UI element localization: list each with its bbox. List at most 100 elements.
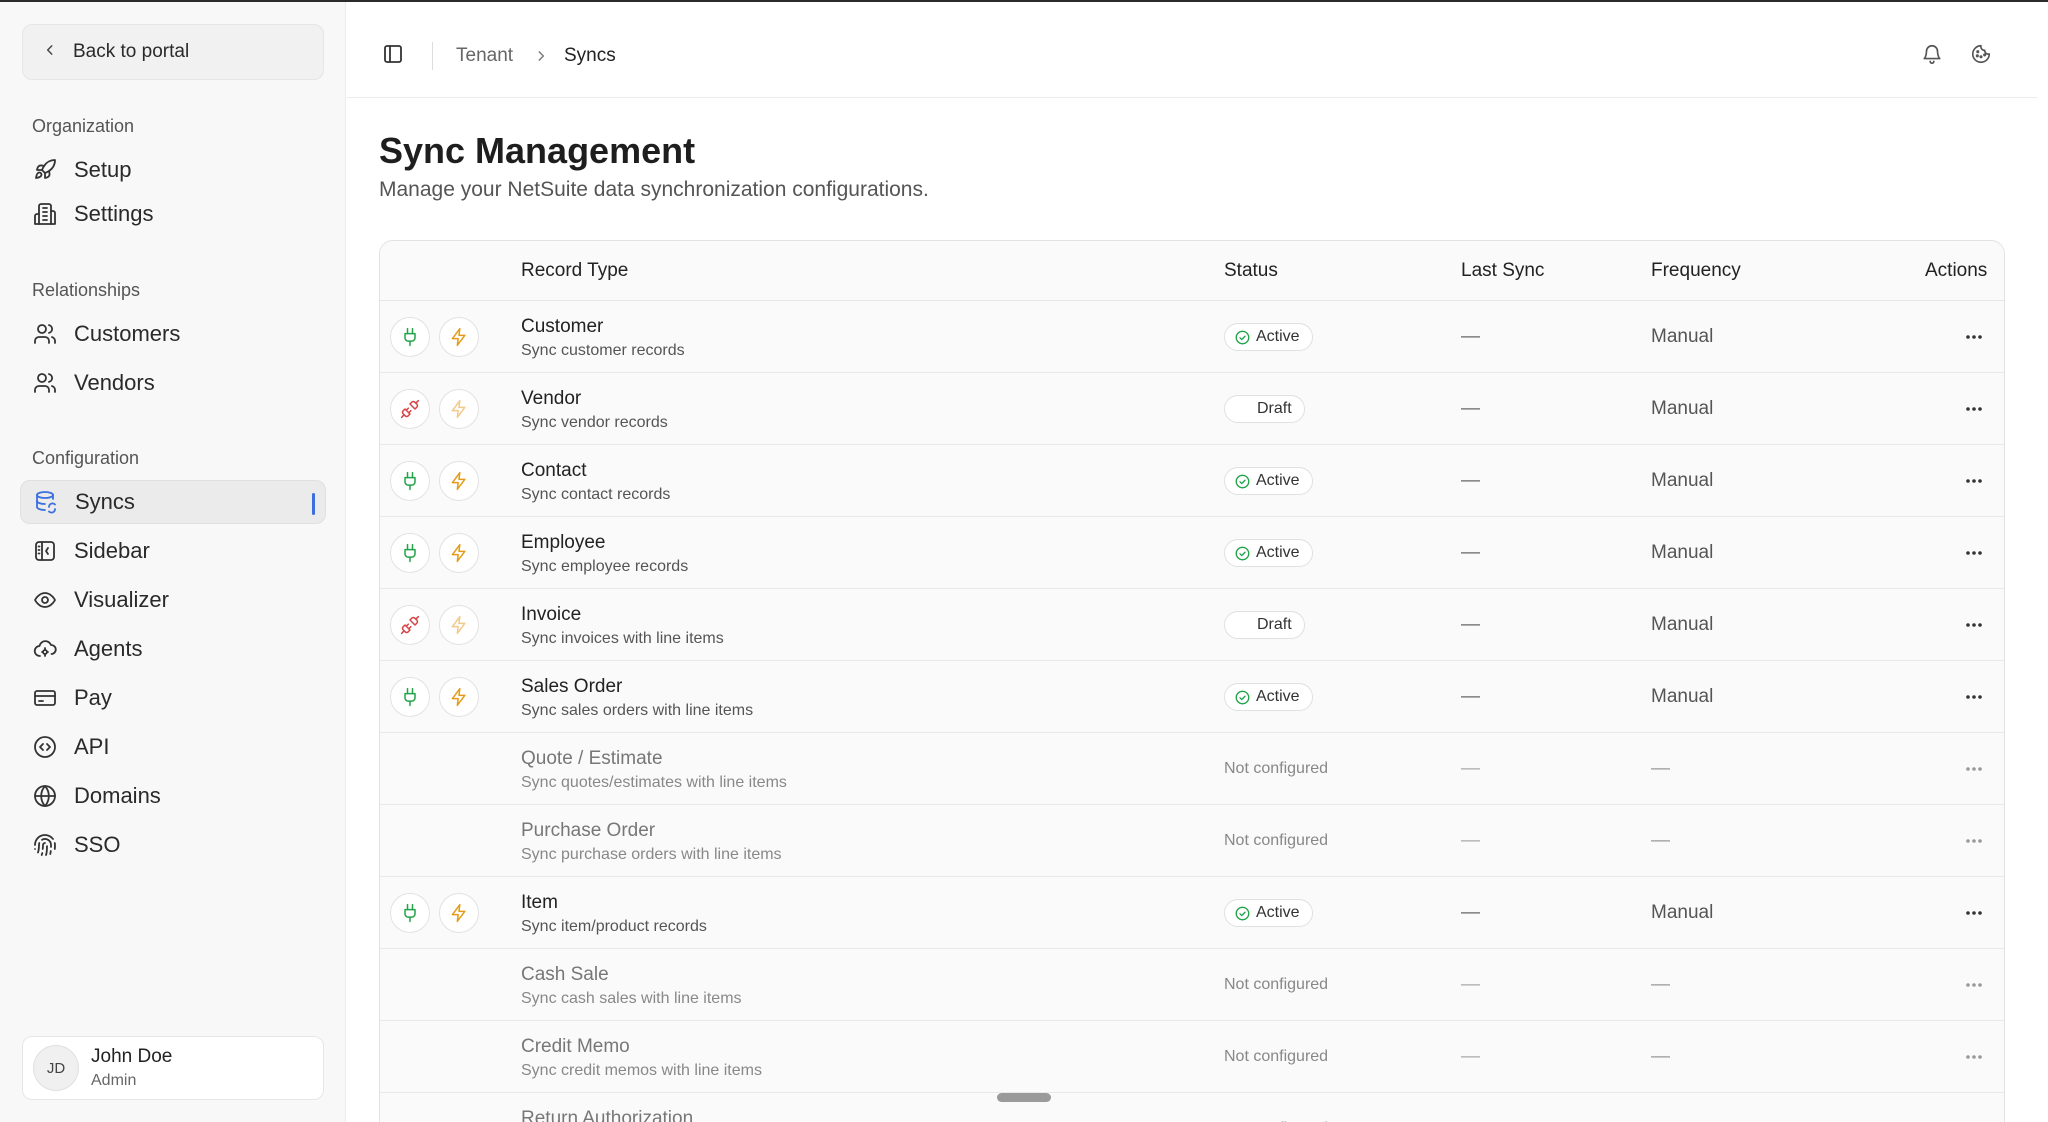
status-label: Active (1256, 904, 1300, 921)
record-type-name: Sales Order (521, 676, 623, 697)
table-row[interactable]: Return Authorization Not configured — — (380, 1093, 2004, 1122)
sidebar-item-label: Setup (74, 157, 132, 182)
unplug-icon[interactable] (390, 389, 430, 429)
check-circle-icon (1235, 690, 1250, 705)
more-actions-icon[interactable] (1960, 1043, 1988, 1071)
sidebar-item-customers[interactable]: Customers (20, 312, 326, 356)
column-last-sync: Last Sync (1461, 260, 1545, 281)
status-label: Active (1256, 328, 1300, 345)
more-actions-icon[interactable] (1960, 1115, 1988, 1122)
column-record-type: Record Type (521, 260, 629, 281)
plug-icon[interactable] (390, 317, 430, 357)
frequency-value: Manual (1651, 470, 1714, 491)
status-badge: Active (1224, 323, 1313, 351)
more-actions-icon[interactable] (1960, 683, 1988, 711)
scroll-handle[interactable] (997, 1093, 1051, 1102)
sidebar-item-label: Customers (74, 321, 181, 346)
more-actions-icon[interactable] (1960, 755, 1988, 783)
last-sync-value: — (1461, 1046, 1480, 1067)
cloud-agent-icon (32, 636, 58, 662)
breadcrumb-tenant[interactable]: Tenant (456, 45, 514, 66)
sidebar-item-pay[interactable]: Pay (20, 676, 326, 720)
cookie-icon[interactable] (1970, 43, 1994, 67)
record-type-name: Item (521, 892, 558, 913)
unplug-icon[interactable] (390, 605, 430, 645)
back-to-portal-button[interactable]: Back to portal (22, 24, 324, 80)
status-label: Draft (1257, 616, 1292, 633)
sidebar-item-label: Sidebar (74, 538, 150, 563)
sidebar-item-label: API (74, 734, 110, 759)
user-card[interactable]: JD John Doe Admin (22, 1036, 324, 1100)
building-icon (32, 201, 58, 227)
column-frequency: Frequency (1651, 260, 1741, 281)
bolt-icon[interactable] (439, 317, 479, 357)
more-actions-icon[interactable] (1960, 971, 1988, 999)
table-row[interactable]: Invoice Sync invoices with line items Draf… (380, 589, 2004, 661)
bell-icon[interactable] (1921, 43, 1945, 67)
sidebar-item-visualizer[interactable]: Visualizer (20, 578, 326, 622)
bolt-icon[interactable] (439, 677, 479, 717)
more-actions-icon[interactable] (1960, 323, 1988, 351)
status-label: Active (1256, 472, 1300, 489)
frequency-value: Manual (1651, 398, 1714, 419)
bolt-icon[interactable] (439, 389, 479, 429)
more-actions-icon[interactable] (1960, 539, 1988, 567)
table-row[interactable]: Customer Sync customer records Active — Manu… (380, 301, 2004, 373)
status-badge: Active (1224, 467, 1313, 495)
status-badge: Active (1224, 683, 1313, 711)
chevron-right-icon (534, 42, 548, 70)
table-row[interactable]: Quote / Estimate Sync quotes/estimates wi… (380, 733, 2004, 805)
sidebar-item-settings[interactable]: Settings (20, 192, 326, 236)
active-indicator (312, 493, 315, 515)
table-row[interactable]: Cash Sale Sync cash sales with line items… (380, 949, 2004, 1021)
plug-icon[interactable] (390, 533, 430, 573)
sidebar-toggle-icon[interactable] (381, 42, 405, 66)
sidebar-item-agents[interactable]: Agents (20, 627, 326, 671)
table-row[interactable]: Employee Sync employee records Active — Manu… (380, 517, 2004, 589)
record-type-description: Sync item/product records (521, 918, 707, 935)
record-type-description: Sync invoices with line items (521, 630, 724, 647)
more-actions-icon[interactable] (1960, 467, 1988, 495)
frequency-value: Manual (1651, 686, 1714, 707)
record-type-description: Sync purchase orders with line items (521, 846, 782, 863)
last-sync-value: — (1461, 974, 1480, 995)
plug-icon[interactable] (390, 677, 430, 717)
more-actions-icon[interactable] (1960, 827, 1988, 855)
frequency-value: Manual (1651, 542, 1714, 563)
plug-icon[interactable] (390, 461, 430, 501)
header-divider (432, 42, 433, 70)
nav-group-title: Relationships (32, 279, 141, 300)
column-actions: Actions (1925, 260, 1988, 281)
bolt-icon[interactable] (439, 533, 479, 573)
sync-table: Record Type Status Last Sync Frequency A… (379, 240, 2005, 1122)
credit-card-icon (32, 685, 58, 711)
table-row[interactable]: Sales Order Sync sales orders with line i… (380, 661, 2004, 733)
last-sync-value: — (1461, 1093, 1480, 1122)
sidebar-item-vendors[interactable]: Vendors (20, 361, 326, 405)
sidebar-item-sso[interactable]: SSO (20, 823, 326, 867)
sidebar-item-domains[interactable]: Domains (20, 774, 326, 818)
bolt-icon[interactable] (439, 893, 479, 933)
sidebar-item-syncs[interactable]: Syncs (20, 480, 326, 524)
table-row[interactable]: Purchase Order Sync purchase orders with … (380, 805, 2004, 877)
table-row[interactable]: Credit Memo Sync credit memos with line i… (380, 1021, 2004, 1093)
last-sync-value: — (1461, 398, 1480, 419)
more-actions-icon[interactable] (1960, 899, 1988, 927)
sidebar-item-setup[interactable]: Setup (20, 148, 326, 192)
bolt-icon[interactable] (439, 461, 479, 501)
record-type-description: Sync contact records (521, 486, 671, 503)
record-type-name: Credit Memo (521, 1036, 630, 1057)
bolt-icon[interactable] (439, 605, 479, 645)
sidebar-item-sidebar[interactable]: Sidebar (20, 529, 326, 573)
more-actions-icon[interactable] (1960, 395, 1988, 423)
avatar: JD (33, 1045, 79, 1091)
sidebar-item-api[interactable]: API (20, 725, 326, 769)
column-status: Status (1224, 260, 1278, 281)
sidebar-item-label: SSO (74, 832, 121, 857)
plug-icon[interactable] (390, 893, 430, 933)
more-actions-icon[interactable] (1960, 611, 1988, 639)
table-row[interactable]: Contact Sync contact records Active — Manual (380, 445, 2004, 517)
table-row[interactable]: Item Sync item/product records Active — Manu… (380, 877, 2004, 949)
table-row[interactable]: Vendor Sync vendor records Draft — Manual (380, 373, 2004, 445)
last-sync-value: — (1461, 614, 1480, 635)
